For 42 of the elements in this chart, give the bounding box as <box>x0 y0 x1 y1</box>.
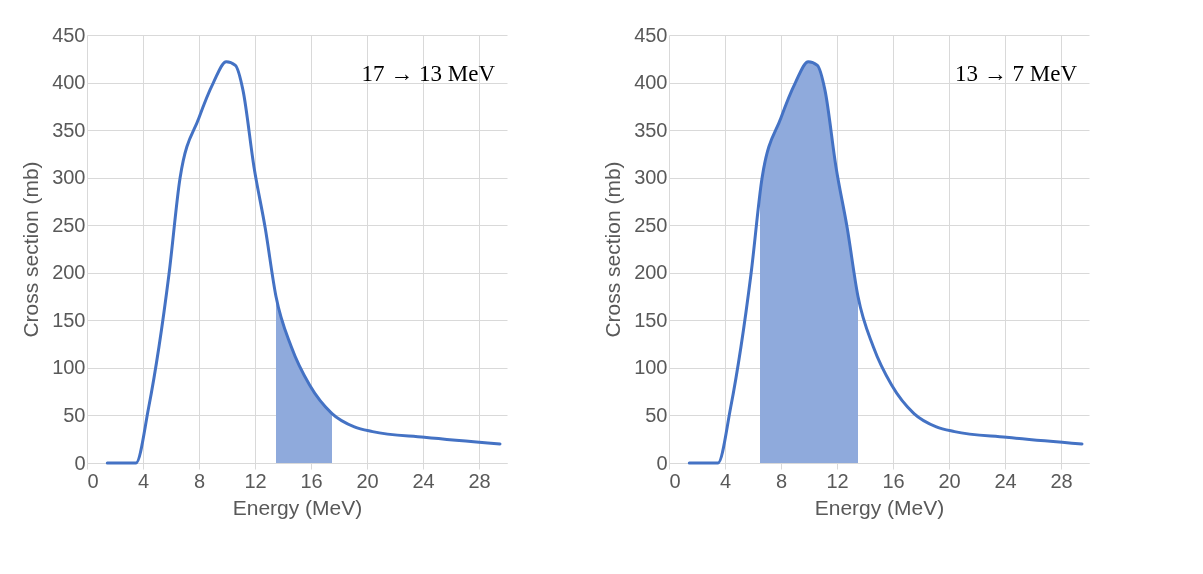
line-series <box>687 60 1084 465</box>
y-axis-title: Cross section (mb) <box>601 161 625 338</box>
x-tick-label: 12 <box>244 469 267 492</box>
x-tick-label: 20 <box>938 469 961 492</box>
y-tick-label: 150 <box>634 308 668 331</box>
y-tick-label: 250 <box>52 213 86 236</box>
y-tick-label: 450 <box>52 23 86 46</box>
y-tick-label: 300 <box>52 166 86 189</box>
y-tick-label: 50 <box>645 403 668 426</box>
x-tick-label: 12 <box>826 469 849 492</box>
x-tick-label: 28 <box>1050 469 1073 492</box>
line-series <box>105 60 502 465</box>
y-tick-label: 150 <box>52 308 86 331</box>
y-tick-label: 300 <box>634 166 668 189</box>
x-tick-label: 28 <box>468 469 491 492</box>
x-tick-label: 4 <box>137 469 150 492</box>
y-tick-label: 50 <box>63 403 86 426</box>
x-tick-label: 4 <box>719 469 732 492</box>
x-tick-label: 24 <box>412 469 435 492</box>
y-tick-label: 100 <box>52 356 86 379</box>
x-tick-label: 8 <box>193 469 206 492</box>
y-tick-label: 200 <box>52 261 86 284</box>
annotation: 17 → 13 MeV <box>361 61 496 86</box>
y-axis-title: Cross section (mb) <box>19 161 43 338</box>
y-tick-label: 400 <box>634 71 668 94</box>
x-tick-label: 16 <box>300 469 323 492</box>
y-tick-label: 100 <box>634 356 668 379</box>
y-tick-label: 200 <box>634 261 668 284</box>
x-tick-label: 24 <box>994 469 1017 492</box>
y-tick-label: 0 <box>74 451 86 474</box>
y-tick-label: 450 <box>634 23 668 46</box>
y-tick-label: 400 <box>52 71 86 94</box>
x-tick-label: 20 <box>356 469 379 492</box>
x-axis-title: Energy (MeV) <box>232 495 363 519</box>
x-tick-label: 8 <box>775 469 788 492</box>
y-tick-label: 0 <box>656 451 668 474</box>
y-tick-label: 250 <box>634 213 668 236</box>
y-tick-label: 350 <box>52 118 86 141</box>
annotation: 13 → 7 MeV <box>954 61 1078 86</box>
x-axis-title: Energy (MeV) <box>814 495 945 519</box>
x-tick-label: 16 <box>882 469 905 492</box>
y-tick-label: 350 <box>634 118 668 141</box>
